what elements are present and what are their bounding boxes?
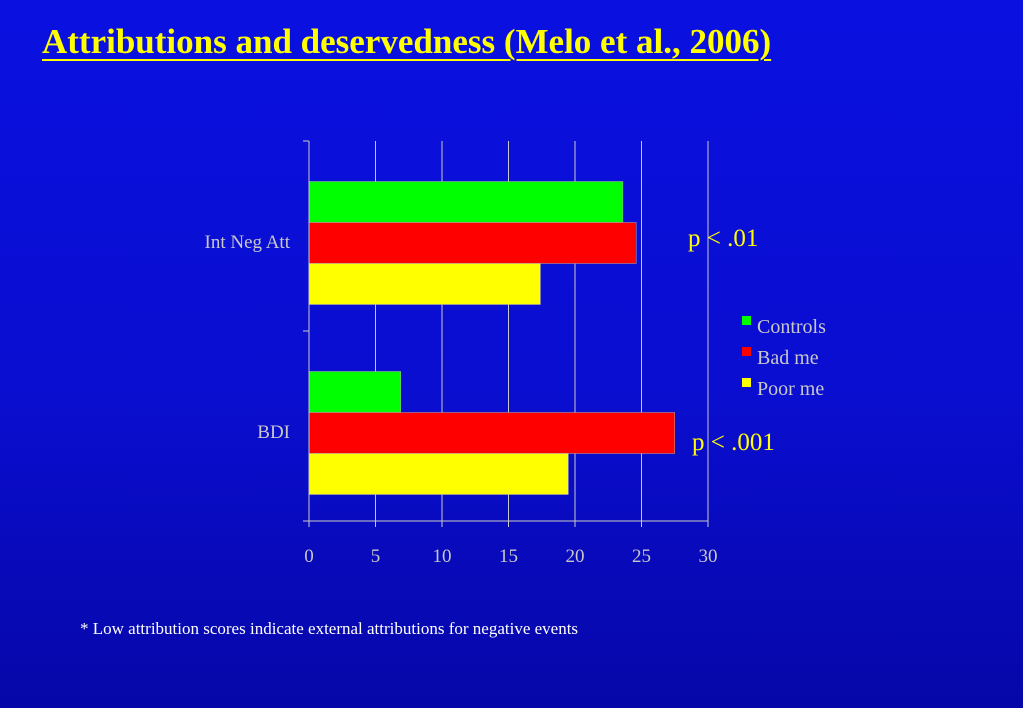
legend-label: Poor me [757,378,824,400]
slide-title: Attributions and deservedness (Melo et a… [42,22,772,61]
legend-label: Controls [757,316,826,338]
bar-controls [308,371,402,413]
y-category-label: BDI [257,422,290,443]
bar-poor-me [308,453,569,495]
x-tick-label: 0 [304,546,314,567]
x-tick-label: 10 [433,546,452,567]
chart-axes: 0 5 10 15 20 25 30 Int Neg Att BDI [205,140,718,567]
bar-poor-me [308,263,541,305]
x-tick-label: 5 [371,546,381,567]
significance-note-int-neg-att: p < .01 [688,225,759,252]
legend-swatch [742,347,751,356]
legend-swatch [742,378,751,387]
footnote: * Low attribution scores indicate extern… [80,619,579,638]
x-tick-label: 15 [499,546,518,567]
x-tick-label: 30 [699,546,718,567]
significance-note-bdi: p < .001 [692,429,775,456]
x-tick-label: 20 [566,546,585,567]
x-tick-label: 25 [632,546,651,567]
y-category-label: Int Neg Att [205,232,291,253]
chart-bars [308,181,675,495]
bar-bad-me [308,222,637,264]
bar-controls [308,181,624,223]
bar-bad-me [308,412,675,454]
legend-label: Bad me [757,347,819,369]
chart-legend: Controls Bad me Poor me [742,316,826,400]
legend-swatch [742,316,751,325]
